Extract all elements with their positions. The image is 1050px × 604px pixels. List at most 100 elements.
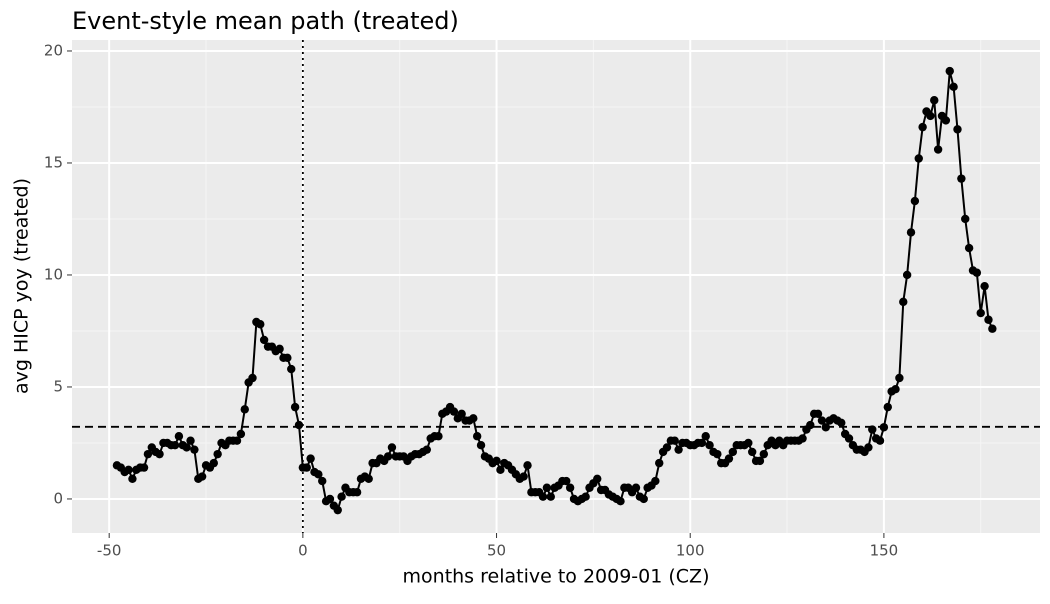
point bbox=[755, 456, 765, 466]
point bbox=[128, 474, 137, 483]
x-tick-label: 50 bbox=[487, 542, 506, 560]
point bbox=[213, 449, 222, 459]
y-tick-label: 20 bbox=[44, 41, 63, 59]
point bbox=[565, 483, 575, 492]
point bbox=[953, 125, 962, 134]
point bbox=[976, 308, 985, 318]
point bbox=[875, 436, 885, 445]
point bbox=[232, 436, 242, 445]
point bbox=[988, 324, 997, 333]
point bbox=[209, 458, 218, 468]
point bbox=[902, 270, 912, 280]
point bbox=[821, 423, 830, 432]
marks bbox=[72, 40, 1040, 533]
point bbox=[945, 66, 954, 76]
point bbox=[197, 472, 207, 481]
point bbox=[523, 461, 532, 470]
point bbox=[546, 492, 555, 501]
point bbox=[837, 418, 846, 427]
y-tick-label: 5 bbox=[53, 377, 63, 395]
point bbox=[306, 454, 315, 463]
y-tick-label: 0 bbox=[53, 489, 63, 507]
chart-title: Event-style mean path (treated) bbox=[72, 7, 459, 35]
point bbox=[713, 449, 722, 459]
point bbox=[868, 425, 877, 434]
panel bbox=[72, 40, 1040, 533]
point bbox=[538, 492, 548, 501]
point bbox=[949, 82, 958, 92]
point bbox=[724, 454, 734, 463]
point bbox=[701, 432, 710, 441]
point bbox=[705, 440, 714, 450]
point bbox=[655, 458, 664, 468]
point bbox=[895, 373, 904, 383]
point bbox=[961, 214, 970, 224]
point bbox=[124, 465, 133, 475]
point bbox=[906, 228, 916, 237]
point bbox=[926, 111, 935, 121]
point bbox=[674, 445, 683, 454]
point bbox=[728, 447, 738, 457]
point bbox=[174, 432, 184, 441]
point bbox=[744, 438, 753, 448]
point bbox=[352, 488, 362, 497]
point bbox=[472, 432, 482, 441]
x-tick-label: -50 bbox=[97, 542, 122, 560]
point bbox=[798, 434, 807, 443]
point bbox=[170, 440, 180, 450]
point bbox=[155, 449, 164, 459]
point bbox=[933, 145, 943, 154]
point bbox=[662, 443, 672, 452]
point bbox=[519, 472, 528, 481]
point bbox=[476, 440, 486, 450]
point bbox=[980, 281, 989, 291]
point bbox=[542, 483, 552, 492]
point bbox=[434, 432, 443, 441]
point bbox=[930, 96, 939, 105]
point bbox=[581, 492, 590, 501]
point bbox=[492, 456, 501, 466]
point bbox=[182, 443, 191, 452]
point bbox=[891, 384, 900, 394]
point bbox=[899, 297, 908, 307]
point bbox=[593, 474, 602, 483]
point bbox=[302, 463, 311, 472]
point bbox=[879, 423, 889, 432]
point bbox=[864, 443, 873, 452]
point bbox=[186, 436, 195, 445]
point bbox=[844, 434, 854, 443]
point bbox=[240, 405, 249, 414]
y-axis-label: avg HICP yoy (treated) bbox=[11, 178, 33, 394]
point bbox=[190, 445, 199, 454]
point bbox=[759, 449, 769, 459]
point bbox=[139, 463, 149, 472]
point bbox=[910, 196, 920, 206]
x-tick-label: 100 bbox=[676, 542, 705, 560]
point bbox=[813, 409, 823, 419]
point bbox=[314, 470, 323, 479]
point bbox=[914, 154, 923, 163]
point bbox=[259, 335, 269, 345]
point bbox=[325, 494, 335, 504]
point bbox=[318, 476, 327, 486]
point bbox=[290, 402, 300, 412]
point bbox=[387, 443, 397, 452]
point bbox=[256, 320, 265, 329]
point bbox=[422, 445, 432, 454]
point bbox=[984, 315, 993, 324]
x-tick-label: 0 bbox=[298, 542, 308, 560]
point bbox=[496, 465, 505, 475]
point bbox=[639, 494, 648, 504]
point bbox=[964, 243, 974, 253]
point bbox=[236, 429, 246, 439]
point bbox=[333, 505, 342, 515]
point bbox=[283, 353, 292, 363]
point bbox=[697, 438, 707, 448]
point bbox=[918, 122, 927, 132]
point bbox=[631, 483, 641, 492]
point bbox=[562, 476, 571, 486]
point bbox=[287, 364, 296, 374]
point bbox=[972, 268, 982, 277]
point bbox=[806, 420, 815, 430]
